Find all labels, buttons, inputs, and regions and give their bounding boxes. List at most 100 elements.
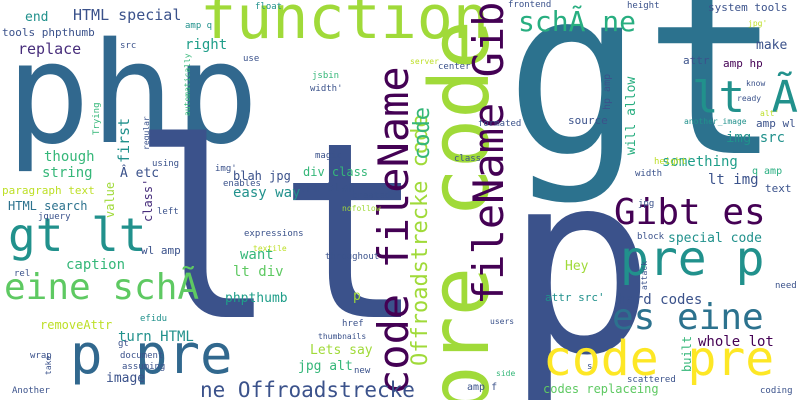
word-removeattr: removeAttr (40, 318, 113, 332)
word-html-search: HTML search (8, 199, 88, 213)
word-whole-lot: whole lot (698, 334, 774, 350)
word-jquery: jquery (38, 212, 71, 222)
word-another: Another (12, 386, 50, 396)
word-make: make (756, 38, 788, 53)
word-another-image: another_image (684, 117, 747, 126)
word-need: need (775, 281, 797, 291)
word-height-quote: height' (654, 157, 692, 167)
word-special-code: special code (668, 231, 762, 246)
word-hp-amp: hp amp (602, 73, 613, 110)
word-though: though (44, 149, 95, 165)
word-replace: replace (18, 40, 82, 58)
word-function: function (200, 0, 489, 53)
word-width-small: width (635, 169, 663, 179)
word-src: src (120, 41, 137, 51)
word-p-pre: p pre (70, 323, 233, 386)
word-nofollow: nofollow (342, 204, 381, 213)
word-users: users (490, 317, 515, 326)
word-hard-codes: hard codes (618, 292, 703, 308)
word-thumbnails: thumbnails (318, 332, 367, 341)
word-use: use (243, 54, 260, 64)
word-formated: formated (478, 119, 522, 129)
word-amp-wl: amp wl (756, 117, 796, 130)
word-take: take (44, 355, 53, 375)
word-right: right (185, 37, 228, 53)
word-magic: magic (315, 151, 343, 161)
word-img-quote: img' (215, 164, 237, 174)
word-class: class' (141, 178, 155, 222)
word-regular: regular (142, 116, 151, 150)
word-gt: gt (505, 0, 782, 208)
word-rel: rel (14, 269, 31, 279)
word-src-blah: src blah (298, 181, 356, 195)
word-gt-lt: gt lt (8, 208, 147, 262)
word-textile: textile (253, 244, 287, 253)
word-jpg-quote: jpg' (748, 19, 768, 28)
word-blah-jpg: blah jpg (233, 169, 291, 183)
word-easy-way: easy way (233, 185, 301, 201)
word-document: document (120, 351, 164, 361)
word-eine-scha: eine schÃ (4, 267, 200, 308)
word-a-etc: Â etc (120, 166, 160, 181)
word-lt: lt (130, 90, 426, 375)
word-using: using (152, 159, 180, 169)
word-code-pre: code pre (543, 331, 775, 387)
word-source: source (568, 114, 608, 127)
word-class-small: class (454, 154, 482, 164)
word-server: server (410, 57, 439, 66)
word-attr: attr (683, 54, 710, 67)
word-ne-offroadstrecke: ne Offroadstrecke (200, 378, 415, 400)
word-enables: enables (223, 179, 261, 189)
word-amp-q: amp q (185, 21, 213, 31)
word-wl-amp: wl amp (141, 244, 181, 257)
word-codes-replaceing: codes replaceing (543, 382, 659, 396)
word-gibt-es: Gibt es (614, 192, 766, 233)
word-height: height (627, 1, 660, 11)
word-jsbin: jsbin (312, 71, 340, 81)
word-html-special: HTML special (73, 6, 182, 24)
word-float: float (255, 2, 283, 12)
word-turn-html: turn HTML (118, 329, 194, 345)
word-width: width' (310, 84, 343, 94)
word-something: something (662, 154, 738, 170)
word-new: new (354, 366, 371, 376)
word-left: left (157, 207, 179, 217)
word-jpg-alt: jpg alt (298, 359, 353, 374)
word-paragraph-text: paragraph text (2, 184, 95, 197)
word-caption: caption (66, 257, 126, 273)
word-lets-say: Lets say (310, 343, 373, 358)
word-coding: coding (760, 386, 793, 396)
word-attack: attack (640, 261, 649, 290)
word-scattered: scattered (627, 375, 676, 385)
word-php: php (6, 13, 259, 176)
word-frontend: frontend (508, 0, 552, 10)
word-hey: Hey (565, 259, 589, 274)
word-img-src: img src (726, 130, 786, 146)
word-trying: Trying (92, 102, 102, 135)
word-es-eine: es eine (612, 297, 764, 338)
word-want: want (240, 247, 274, 263)
word-q-amp: q amp (752, 166, 783, 177)
word-center: center (438, 62, 471, 72)
word-s: s (587, 362, 593, 372)
word-schane: schÃ ne (518, 5, 637, 38)
word-phpthumb: phpthumb (225, 291, 288, 306)
word-amp-f: amp f (467, 382, 498, 393)
word-system-tools: system tools (708, 1, 788, 14)
word-alt-quote: alt' (760, 109, 780, 118)
word-text: text (765, 182, 792, 195)
word-throughout: throughout (325, 252, 380, 262)
word-lt-div: lt div (233, 264, 284, 280)
word-efidu: efidu (140, 314, 168, 324)
word-p: p (353, 289, 361, 304)
word-gt-small: gt (118, 339, 129, 349)
word-p: p (505, 119, 656, 400)
word-ready: ready (737, 94, 762, 103)
word-pre-p: pre p (620, 231, 765, 287)
word-value: value (103, 181, 117, 218)
word-lt-a: lt Ã (692, 72, 798, 123)
word-image: image (106, 371, 146, 386)
word-code: code (410, 107, 435, 160)
word-filename-gibt: fileName Gibt (464, 0, 513, 305)
